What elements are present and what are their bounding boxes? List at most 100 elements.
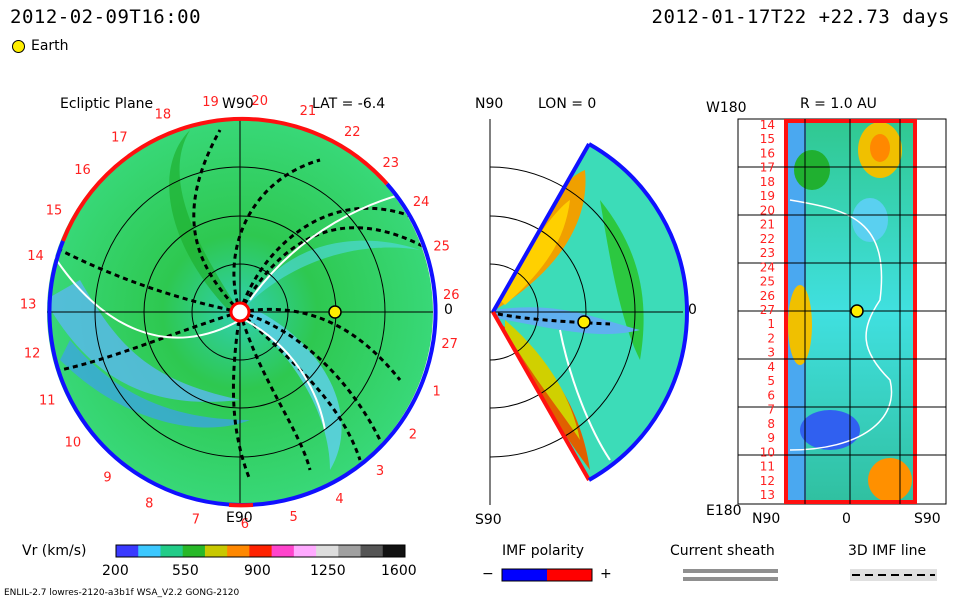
carrington-rotation-label: 22 — [344, 125, 361, 140]
carrington-rotation-label: 20 — [251, 94, 268, 109]
carrington-rotation-label: 23 — [383, 156, 400, 171]
map-y-axis-label: 19 — [760, 189, 775, 203]
map-y-axis-label: 2 — [767, 332, 775, 346]
current-sheath-label: Current sheath — [670, 543, 775, 559]
map-y-axis-label: 22 — [760, 232, 775, 246]
map-y-axis-label: 20 — [760, 203, 775, 217]
colorbar-tick: 900 — [244, 563, 271, 579]
carrington-rotation-label: 25 — [433, 240, 450, 255]
ecliptic-bottom-label: E90 — [226, 510, 253, 526]
colorbar-label: Vr (km/s) — [22, 543, 87, 559]
ecliptic-top-label: W90 — [222, 96, 254, 112]
map-y-axis-label: 23 — [760, 246, 775, 260]
earth-legend-label: Earth — [31, 38, 69, 54]
imf-line-label: 3D IMF line — [848, 543, 927, 559]
map-y-axis-label: 25 — [760, 275, 775, 289]
carrington-rotation-label: 17 — [111, 131, 128, 146]
map-y-axis-label: 8 — [767, 417, 775, 431]
colorbar-segment — [316, 545, 339, 557]
map-y-axis-label: 6 — [767, 388, 775, 402]
carrington-rotation-label: 26 — [443, 288, 460, 303]
carrington-rotation-label: 27 — [441, 337, 458, 352]
colorbar-segment — [293, 545, 317, 557]
meridional-bottom-label: S90 — [475, 512, 502, 528]
earth-marker-ecliptic — [328, 305, 342, 319]
ecliptic-plane-panel: 19 20212223242526271234567891011121314151… — [20, 94, 460, 532]
imf-plus-label: + — [600, 566, 612, 582]
map-y-axis-label: 15 — [760, 132, 775, 146]
map-y-axis-label: 14 — [760, 118, 775, 132]
carrington-rotation-label: 7 — [192, 512, 200, 527]
map-x-label-south: S90 — [914, 511, 941, 527]
earth-marker-map — [850, 304, 864, 318]
ecliptic-right-label: 0 — [444, 302, 453, 318]
current-sheath-swatch — [683, 569, 778, 581]
map-y-axis-label: 18 — [760, 175, 775, 189]
colorbar-tick: 550 — [172, 563, 199, 579]
carrington-rotation-label: 18 — [155, 108, 172, 123]
reference-time: 2012-01-17T22 +22.73 days — [651, 6, 950, 28]
colorbar-segment — [204, 545, 228, 557]
colorbar-segment — [160, 545, 184, 557]
carrington-rotation-label: 19 — [202, 95, 219, 110]
carrington-rotation-label: 9 — [103, 471, 111, 486]
colorbar-segment — [116, 545, 139, 557]
map-y-axis-label: 27 — [760, 303, 775, 317]
model-footer: ENLIL-2.7 lowres-2120-a3b1f WSA_V2.2 GON… — [4, 588, 240, 598]
latlon-map-panel: 1415161718192021222324252627123456789101… — [737, 118, 947, 505]
map-y-axis-label: 5 — [767, 374, 775, 388]
colorbar-segment — [227, 545, 250, 557]
current-time: 2012-02-09T16:00 — [10, 6, 202, 28]
carrington-rotation-label: 10 — [65, 436, 82, 451]
carrington-rotation-label: 16 — [74, 163, 91, 178]
map-y-axis-label: 7 — [767, 403, 775, 417]
colorbar-segment — [182, 545, 206, 557]
map-y-axis-label: 3 — [767, 346, 775, 360]
velocity-colorbar — [115, 544, 406, 558]
earth-marker-icon — [12, 40, 25, 53]
ecliptic-title: Ecliptic Plane — [60, 96, 154, 112]
meridional-right-label: 0 — [688, 302, 697, 318]
map-y-axis-label: 24 — [760, 260, 775, 274]
carrington-rotation-label: 13 — [20, 298, 37, 313]
colorbar-segment — [360, 545, 384, 557]
longitude-label: LON = 0 — [538, 96, 597, 112]
carrington-rotation-label: 21 — [300, 104, 317, 119]
map-x-label-zero: 0 — [842, 511, 851, 527]
map-top-left-label: W180 — [706, 100, 747, 116]
carrington-rotation-label: 15 — [46, 203, 63, 218]
carrington-rotation-label: 11 — [39, 394, 56, 409]
imf-minus-label: − — [482, 566, 494, 582]
map-bottom-left-label: E180 — [706, 503, 742, 519]
latitude-label: LAT = -6.4 — [312, 96, 386, 112]
earth-marker-meridional — [577, 315, 591, 329]
map-y-axis-label: 1 — [767, 317, 775, 331]
colorbar-segment — [138, 545, 161, 557]
map-title: R = 1.0 AU — [800, 96, 877, 112]
map-y-axis-label: 4 — [767, 360, 775, 374]
map-y-axis-label: 16 — [760, 147, 775, 161]
carrington-rotation-label: 2 — [409, 428, 417, 443]
carrington-rotation-label: 8 — [145, 497, 153, 512]
colorbar-tick: 1250 — [310, 563, 346, 579]
imf-polarity-label: IMF polarity — [502, 543, 585, 559]
carrington-rotation-label: 4 — [335, 492, 343, 507]
map-x-label-north: N90 — [752, 511, 781, 527]
carrington-rotation-label: 24 — [413, 195, 430, 210]
map-y-axis-label: 17 — [760, 161, 775, 175]
colorbar-segment — [338, 545, 362, 557]
map-y-axis-label: 26 — [760, 289, 775, 303]
meridional-plane-panel — [489, 119, 689, 505]
carrington-rotation-label: 5 — [290, 510, 298, 525]
meridional-top-label: N90 — [475, 96, 504, 112]
carrington-rotation-label: 12 — [24, 347, 41, 362]
colorbar-tick: 1600 — [381, 563, 417, 579]
carrington-rotation-label: 3 — [376, 464, 384, 479]
map-y-axis-label: 11 — [760, 460, 775, 474]
carrington-rotation-label: 14 — [27, 249, 44, 264]
imf-line-swatch — [850, 569, 937, 581]
imf-polarity-swatch — [501, 568, 593, 582]
colorbar-segment — [249, 545, 273, 557]
colorbar-tick: 200 — [102, 563, 129, 579]
